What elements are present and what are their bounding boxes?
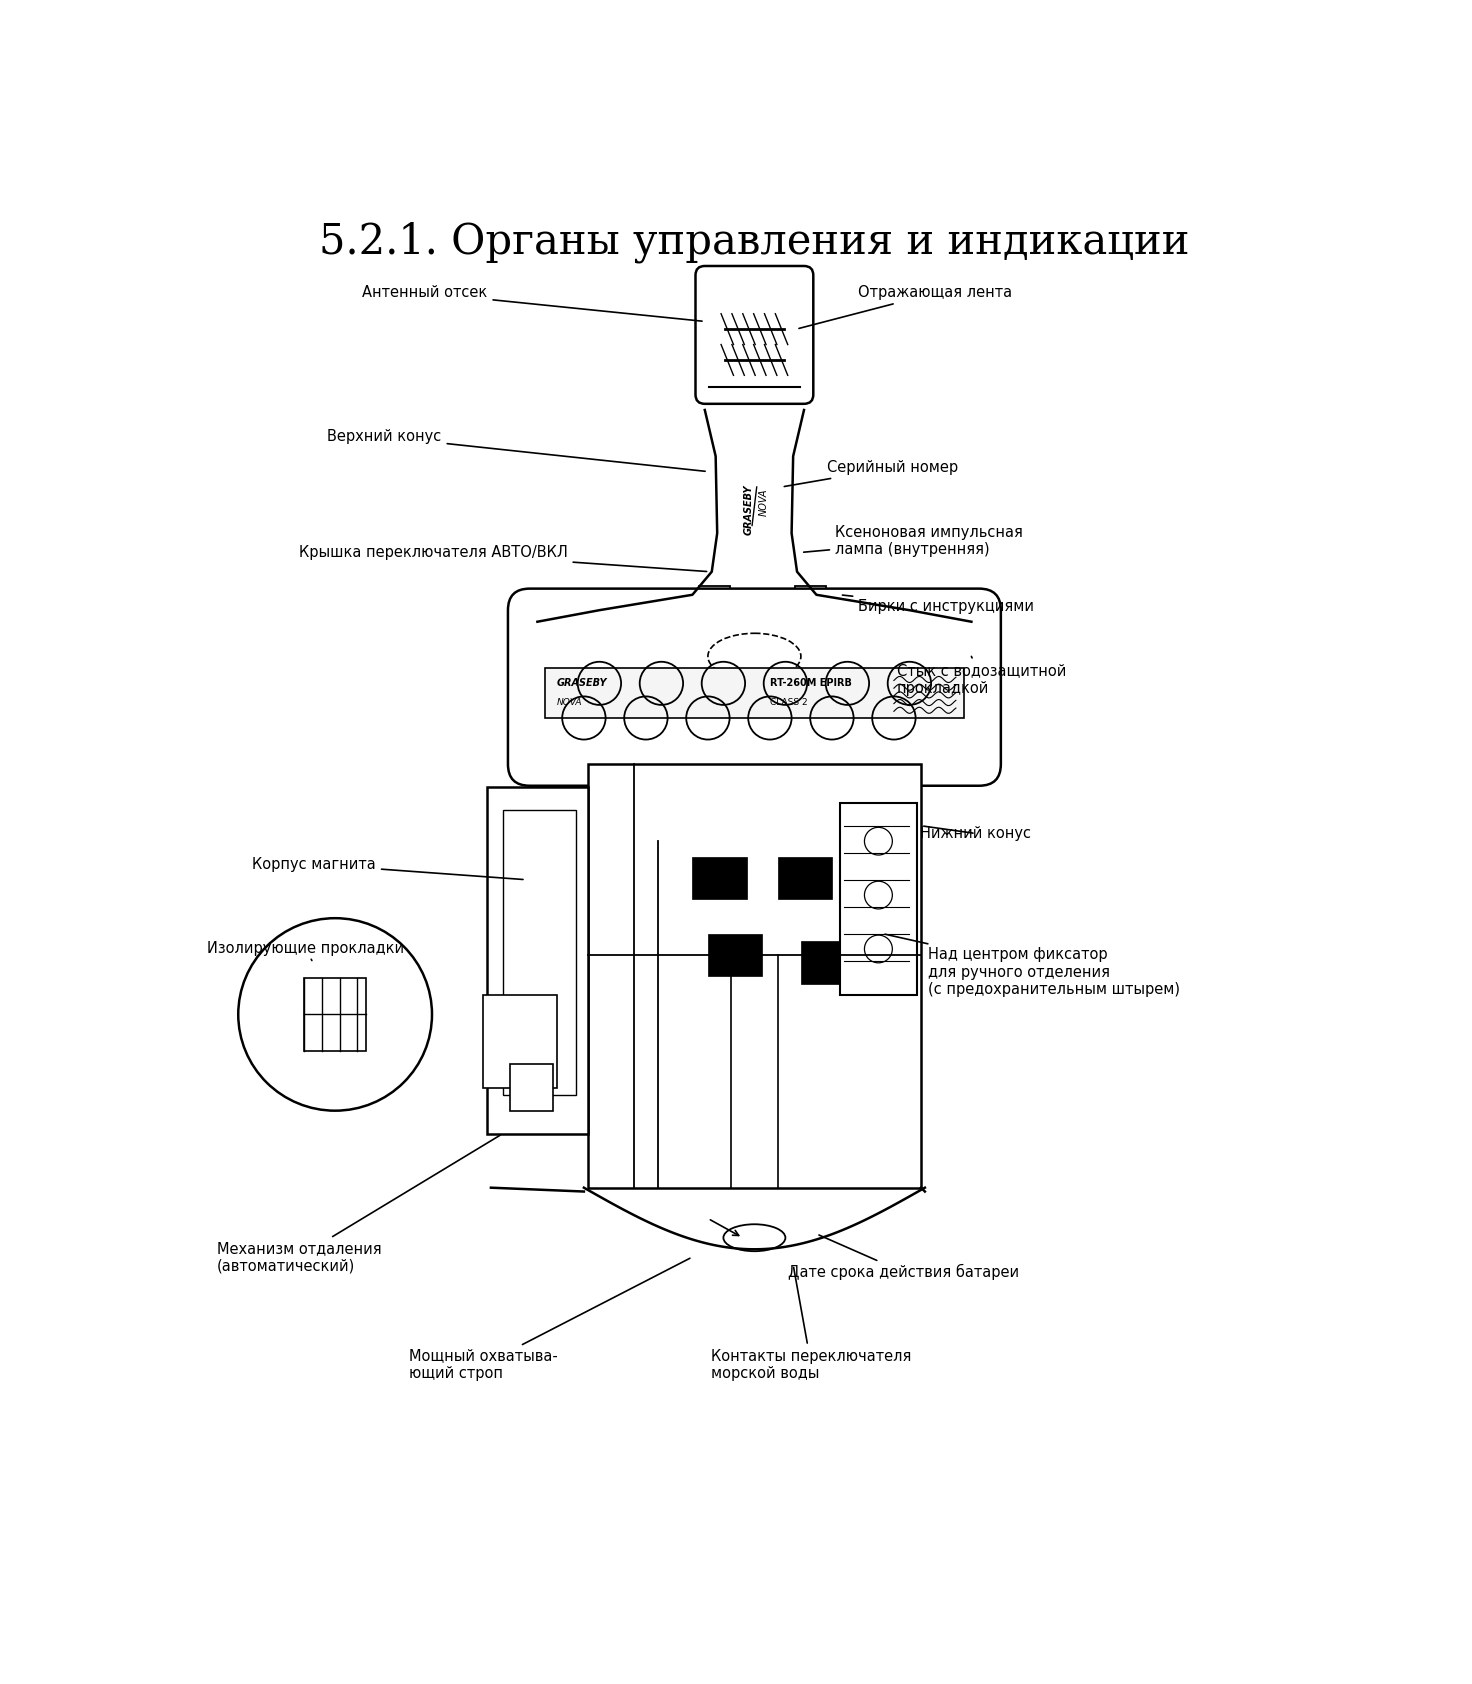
- Text: Изолирующие прокладки: Изолирующие прокладки: [208, 941, 405, 960]
- Bar: [839, 803, 917, 995]
- Bar: [795, 586, 826, 608]
- Text: Ксеноновая импульсная
лампа (внутренняя): Ксеноновая импульсная лампа (внутренняя): [804, 525, 1023, 557]
- Text: Мощный охватыва-
ющий строп: Мощный охватыва- ющий строп: [409, 1258, 690, 1381]
- Text: Стык с водозащитной
прокладкой: Стык с водозащитной прокладкой: [896, 657, 1066, 695]
- Bar: [708, 933, 762, 977]
- FancyBboxPatch shape: [508, 589, 1001, 786]
- Text: Отражающая лента: Отражающая лента: [799, 286, 1013, 328]
- Bar: [511, 1064, 553, 1111]
- Text: 5.2.1. Органы управления и индикации: 5.2.1. Органы управления и индикации: [319, 221, 1189, 263]
- FancyBboxPatch shape: [695, 266, 814, 404]
- Text: Бирки с инструкциями: Бирки с инструкциями: [842, 594, 1035, 615]
- Bar: [801, 941, 855, 983]
- Bar: [487, 788, 587, 1133]
- Text: Серийный номер: Серийный номер: [785, 460, 958, 487]
- Text: NOVA: NOVA: [556, 699, 583, 707]
- Bar: [502, 810, 576, 1095]
- Bar: [699, 586, 730, 608]
- Bar: [305, 978, 367, 1051]
- Text: GRASEBY: GRASEBY: [743, 485, 754, 536]
- Text: Верхний конус: Верхний конус: [327, 429, 705, 472]
- Text: GRASEBY: GRASEBY: [556, 679, 608, 689]
- Bar: [692, 857, 746, 899]
- Bar: [777, 857, 832, 899]
- Text: Нижний конус: Нижний конус: [920, 825, 1032, 840]
- Text: Крышка переключателя АВТО/ВКЛ: Крышка переключателя АВТО/ВКЛ: [299, 546, 707, 571]
- Text: Контакты переключателя
морской воды: Контакты переключателя морской воды: [711, 1268, 911, 1381]
- Text: Дате срока действия батареи: Дате срока действия батареи: [789, 1234, 1020, 1280]
- Bar: [545, 669, 964, 717]
- Bar: [483, 995, 556, 1088]
- Bar: [587, 765, 921, 1187]
- Text: RT-260M EPIRB: RT-260M EPIRB: [770, 679, 852, 689]
- Circle shape: [238, 918, 431, 1111]
- Text: Корпус магнита: Корпус магнита: [252, 857, 523, 879]
- Text: Механизм отдаления
(автоматический): Механизм отдаления (автоматический): [216, 1135, 500, 1273]
- Text: Антенный отсек: Антенный отсек: [362, 286, 702, 322]
- Bar: [839, 876, 894, 918]
- Text: NOVA: NOVA: [758, 488, 768, 515]
- Text: CLASS 2: CLASS 2: [770, 699, 808, 707]
- Text: Над центром фиксатор
для ручного отделения
(с предохранительным штырем): Над центром фиксатор для ручного отделен…: [885, 935, 1181, 997]
